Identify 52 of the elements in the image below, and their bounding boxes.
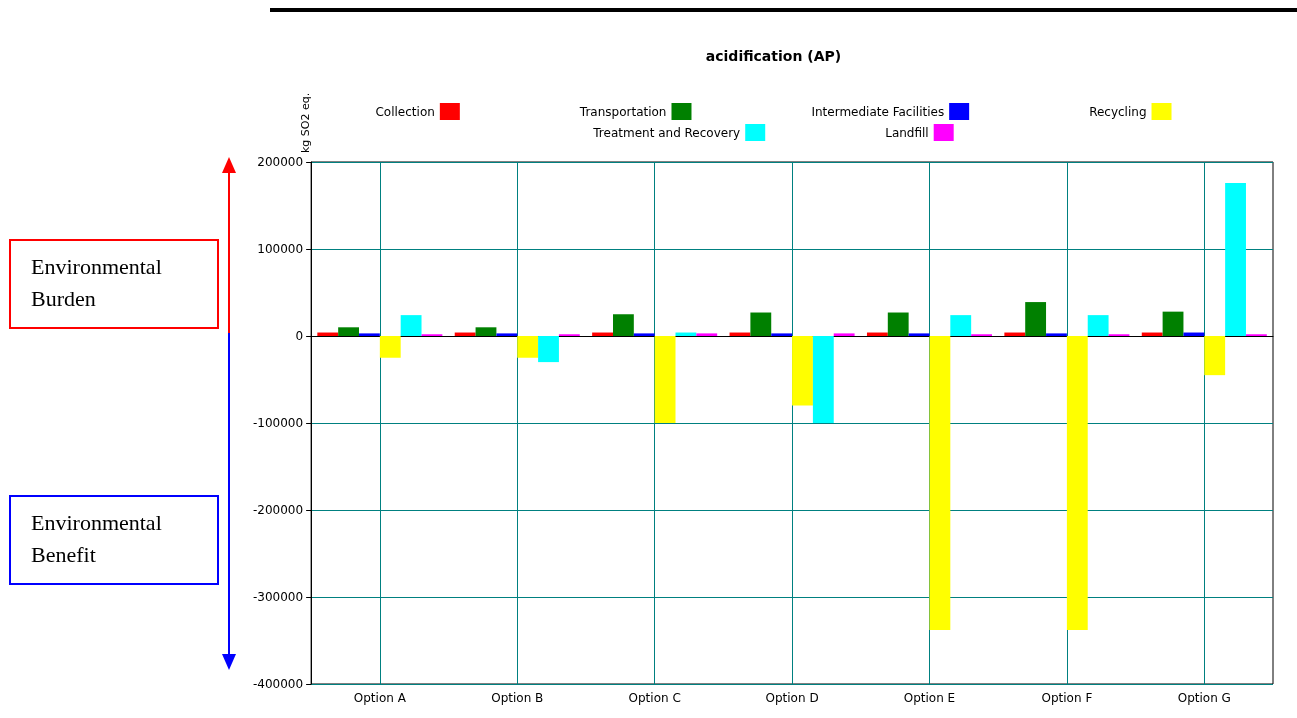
bar	[1087, 315, 1109, 336]
text: Environmental Benefit	[9, 495, 219, 585]
x-tick-label: Option D	[765, 691, 819, 705]
text: Environmental Burden	[9, 239, 219, 329]
y-tick-label: -200000	[253, 503, 304, 517]
bar	[1225, 182, 1246, 336]
bar	[538, 336, 559, 363]
y-tick-label: -100000	[253, 416, 304, 430]
bar	[496, 333, 518, 336]
bar	[1162, 311, 1184, 336]
bar	[517, 336, 539, 358]
bar	[400, 315, 422, 336]
bar	[338, 327, 359, 336]
bar	[833, 333, 855, 336]
bar	[887, 312, 909, 336]
bar	[750, 312, 772, 336]
bar	[475, 327, 497, 336]
legend-label: Transportation	[578, 104, 667, 119]
y-tick-label: 100000	[257, 242, 304, 256]
bar	[1204, 336, 1226, 376]
bar	[379, 336, 401, 358]
bar	[696, 333, 718, 336]
bar	[633, 333, 655, 336]
x-tick-label: Option C	[628, 691, 681, 705]
bar	[950, 315, 972, 336]
bar	[908, 333, 930, 336]
bar	[812, 336, 834, 423]
y-axis-title: kg SO2 eq.	[299, 92, 313, 154]
bar	[612, 314, 634, 336]
bar	[792, 336, 813, 406]
legend-label: Collection	[375, 104, 435, 119]
legend-label: Landfill	[885, 125, 929, 140]
x-tick-label: Option B	[491, 691, 544, 705]
bar	[1066, 336, 1088, 631]
bar	[929, 336, 951, 631]
legend-label: Recycling	[1089, 104, 1147, 119]
chart-title: acidification (AP)	[705, 48, 842, 64]
bar	[654, 336, 676, 423]
y-tick-label: -400000	[253, 677, 304, 691]
y-tick-label: -300000	[253, 590, 304, 604]
y-tick-label: 0	[295, 329, 304, 343]
legend-label: Treatment and Recovery	[592, 125, 741, 140]
x-tick-label: Option F	[1041, 691, 1093, 705]
y-tick-label: 200000	[257, 155, 304, 169]
bar	[1025, 302, 1047, 336]
bar	[771, 333, 793, 336]
x-tick-label: Option A	[353, 691, 407, 705]
x-tick-label: Option G	[1177, 691, 1231, 705]
bar	[1046, 333, 1067, 336]
legend-label: Intermediate Facilities	[811, 104, 945, 119]
bar	[359, 333, 380, 336]
x-tick-label: Option E	[903, 691, 956, 705]
